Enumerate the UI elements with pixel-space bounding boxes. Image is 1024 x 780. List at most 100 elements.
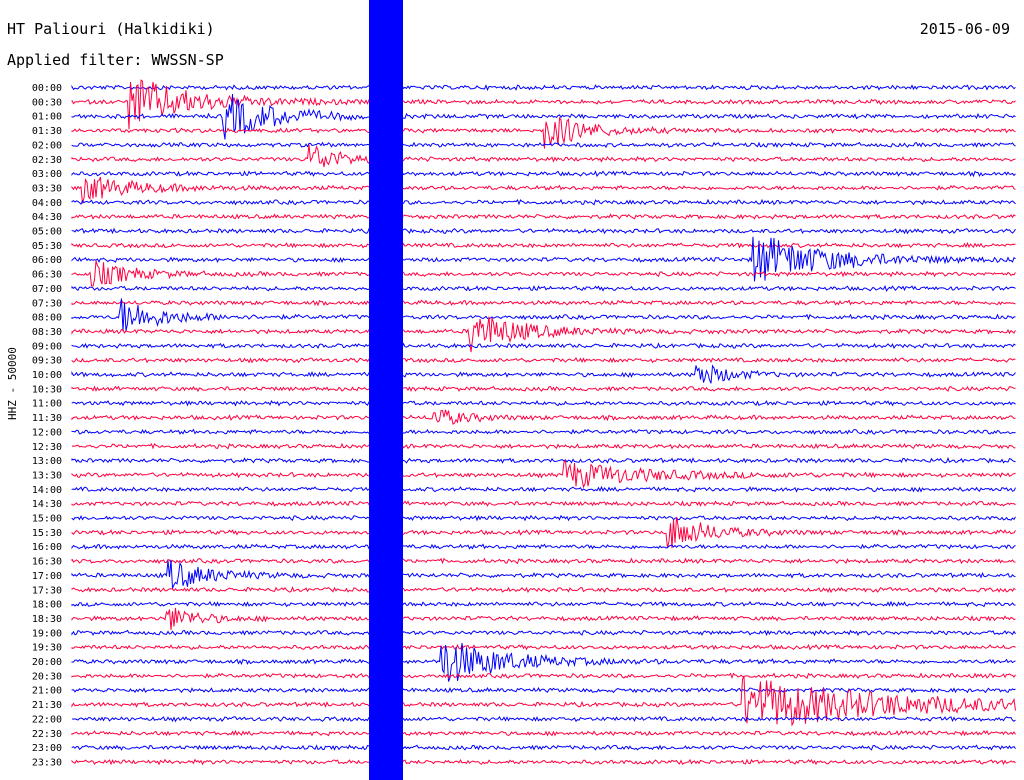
time-label: 07:00 (32, 284, 62, 295)
station-title: HT Paliouri (Halkidiki) (7, 20, 215, 38)
trace-row (71, 643, 1016, 651)
trace-row (71, 586, 1016, 594)
trace-row (71, 543, 1016, 550)
time-label: 22:30 (32, 729, 62, 740)
trace-row (71, 298, 1016, 332)
trace-row (71, 141, 1016, 149)
trace-row (71, 428, 1016, 436)
trace-row (71, 500, 1016, 507)
trace-row (71, 236, 1016, 282)
time-label: 01:00 (32, 112, 62, 123)
time-label: 20:00 (32, 657, 62, 668)
trace-row (71, 607, 1016, 630)
trace-row (71, 241, 1016, 249)
time-label: 02:30 (32, 155, 62, 166)
time-label: 16:30 (32, 557, 62, 568)
time-label: 19:30 (32, 643, 62, 654)
trace-row (71, 342, 1016, 350)
time-label: 00:00 (32, 83, 62, 94)
trace-row (71, 285, 1016, 292)
time-label: 12:30 (32, 442, 62, 453)
time-label: 09:00 (32, 341, 62, 352)
time-label: 17:30 (32, 585, 62, 596)
time-label: 10:30 (32, 384, 62, 395)
time-label: 13:00 (32, 456, 62, 467)
time-label: 01:30 (32, 126, 62, 137)
trace-row (71, 93, 1016, 140)
time-label: 21:00 (32, 686, 62, 697)
time-label: 22:00 (32, 714, 62, 725)
filter-label: Applied filter: WWSSN-SP (7, 51, 224, 69)
time-label: 11:00 (32, 399, 62, 410)
trace-row (71, 559, 1016, 589)
trace-row (71, 675, 1016, 727)
time-label: 11:30 (32, 413, 62, 424)
time-label: 12:00 (32, 427, 62, 438)
time-label: 15:30 (32, 528, 62, 539)
trace-row (71, 357, 1016, 364)
time-label: 14:30 (32, 499, 62, 510)
trace-row (71, 672, 1016, 680)
time-label: 18:30 (32, 614, 62, 625)
trace-row (71, 729, 1016, 737)
time-label: 17:00 (32, 571, 62, 582)
trace-row (71, 227, 1016, 235)
trace-row (71, 744, 1016, 751)
trace-row (71, 213, 1016, 220)
trace-row (71, 758, 1016, 766)
trace-row (71, 144, 1016, 168)
trace-row (71, 176, 1016, 204)
time-label: 05:00 (32, 227, 62, 238)
time-label: 06:30 (32, 270, 62, 281)
trace-row (71, 84, 1016, 92)
saturation-burst (369, 0, 403, 780)
time-label: 14:00 (32, 485, 62, 496)
date-label: 2015-06-09 (919, 20, 1010, 38)
trace-row (71, 686, 1016, 694)
time-label: 20:30 (32, 671, 62, 682)
trace-row (71, 170, 1016, 178)
time-label: 09:30 (32, 356, 62, 367)
trace-row (71, 116, 1016, 149)
time-label: 03:30 (32, 183, 62, 194)
time-label: 06:00 (32, 255, 62, 266)
time-label: 19:00 (32, 628, 62, 639)
time-labels: 00:00 00:30 01:00 01:30 02:00 02:30 03:00 03:30… (32, 83, 62, 768)
seismogram-traces (71, 79, 1016, 766)
time-label: 04:30 (32, 212, 62, 223)
trace-row (71, 557, 1016, 565)
time-label: 08:30 (32, 327, 62, 338)
time-label: 10:00 (32, 370, 62, 381)
trace-row (71, 409, 1016, 425)
trace-row (71, 715, 1016, 723)
trace-row (71, 457, 1016, 464)
time-label: 08:00 (32, 313, 62, 324)
trace-row (71, 399, 1016, 407)
time-label: 07:30 (32, 298, 62, 309)
trace-row (71, 316, 1016, 353)
trace-row (71, 516, 1016, 549)
trace-row (71, 459, 1016, 489)
trace-row (71, 198, 1016, 206)
trace-row (71, 385, 1016, 393)
trace-row (71, 600, 1016, 608)
time-label: 23:30 (32, 757, 62, 768)
time-label: 16:00 (32, 542, 62, 553)
trace-row (71, 79, 1016, 130)
time-label: 18:00 (32, 600, 62, 611)
time-label: 05:30 (32, 241, 62, 252)
time-label: 21:30 (32, 700, 62, 711)
time-label: 04:00 (32, 198, 62, 209)
trace-row (71, 299, 1016, 307)
trace-row (71, 642, 1016, 682)
saturated-signal (369, 0, 403, 780)
trace-row (71, 442, 1016, 450)
time-label: 02:00 (32, 140, 62, 151)
trace-row (71, 260, 1016, 287)
trace-row (71, 629, 1016, 637)
trace-row (71, 485, 1016, 493)
time-label: 23:00 (32, 743, 62, 754)
trace-row (71, 514, 1016, 522)
time-label: 15:00 (32, 514, 62, 525)
